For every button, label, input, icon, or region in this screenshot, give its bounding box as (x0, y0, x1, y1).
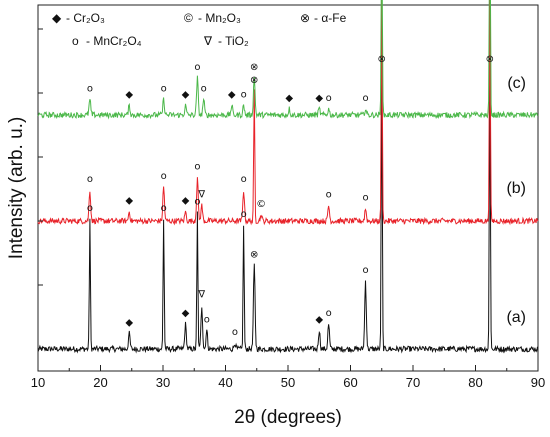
peak-mark: o (362, 193, 368, 204)
legend-circled-x-symbol: ⊗ (300, 11, 310, 25)
peak-mark: ◆ (315, 93, 323, 104)
x-tick-label: 60 (343, 375, 357, 390)
peak-mark: ◆ (228, 90, 236, 101)
series-label: (b) (506, 180, 526, 197)
peak-mark: o (161, 84, 167, 95)
peak-mark: ◆ (285, 93, 293, 104)
peak-mark: o (362, 265, 368, 276)
peak-mark: o (161, 171, 167, 182)
x-axis-title: 2θ (degrees) (234, 407, 342, 428)
legend-label: - Cr₂O₃ (66, 11, 105, 25)
peak-mark: o (241, 209, 247, 220)
series-label: (c) (507, 75, 526, 92)
peak-mark: ⊗ (250, 75, 258, 86)
x-tick-label: 70 (406, 375, 420, 390)
peak-mark: o (232, 327, 238, 338)
peak-mark: © (256, 199, 266, 210)
peak-mark: ⊗ (486, 54, 494, 65)
legend-nabla-symbol: ∇ (203, 34, 213, 48)
legend: ◆ - Cr₂O₃ © - Mn₂O₃ ⊗ - α-Fe o - MnCr₂O₄ ∇ - TiO₂ (52, 11, 347, 48)
series-label: (a) (506, 309, 526, 326)
peak-mark: o (326, 93, 332, 104)
x-tick-label: 20 (93, 375, 107, 390)
peak-mark: o (362, 93, 368, 104)
curve-labels-layer: (a) (b) (c) (506, 75, 526, 326)
peak-mark: o (161, 203, 167, 214)
peak-mark: o (204, 314, 210, 325)
peak-mark: o (326, 190, 332, 201)
x-tick-label: 50 (281, 375, 295, 390)
peak-mark: ∇ (197, 290, 205, 301)
peak-mark: ◆ (182, 308, 190, 319)
peak-mark: ∇ (197, 190, 205, 201)
peak-mark: o (87, 84, 93, 95)
peak-mark: o (194, 162, 200, 173)
y-axis-title: Intensity (arb. u.) (6, 117, 27, 260)
legend-diamond-symbol: ◆ (52, 11, 62, 25)
series-line (37, 0, 539, 226)
series-line (37, 69, 539, 354)
peak-mark: ◆ (315, 314, 323, 325)
peak-mark: o (241, 90, 247, 101)
x-tick-label: 40 (218, 375, 232, 390)
legend-circled-c-symbol: © (184, 11, 193, 25)
peak-marks-layer: o◆o◆o∇ooo⊗◆oo⊗⊗o◆o◆o∇o⊗©oo⊗⊗o◆o◆oo◆o⊗◆◆o… (87, 54, 494, 338)
plot-frame (37, 4, 539, 372)
peak-mark: o (201, 84, 207, 95)
x-ticks-layer: 10 20 30 40 50 60 70 80 90 (31, 28, 545, 390)
x-tick-label: 30 (156, 375, 170, 390)
peak-mark: o (194, 62, 200, 73)
peak-mark: ◆ (182, 90, 190, 101)
peak-mark: o (326, 308, 332, 319)
peak-mark: o (87, 174, 93, 185)
peak-mark: ◆ (125, 90, 133, 101)
legend-label: - TiO₂ (218, 34, 249, 48)
x-tick-label: 90 (531, 375, 545, 390)
peak-mark: o (87, 203, 93, 214)
peak-mark: o (241, 174, 247, 185)
peak-mark: o (194, 197, 200, 208)
peak-mark: ◆ (125, 196, 133, 207)
x-tick-label: 80 (468, 375, 482, 390)
legend-label: - α-Fe (314, 11, 347, 25)
legend-circle-symbol: o (72, 34, 79, 48)
peak-mark: ◆ (125, 318, 133, 329)
legend-label: - MnCr₂O₄ (86, 34, 142, 48)
peak-mark: ⊗ (378, 54, 386, 65)
x-tick-label: 10 (31, 375, 45, 390)
peak-mark: ⊗ (250, 62, 258, 73)
series-line (37, 0, 539, 120)
legend-label: - Mn₂O₃ (198, 11, 241, 25)
series-layer (37, 0, 539, 354)
peak-mark: ⊗ (250, 249, 258, 260)
peak-mark: ◆ (182, 196, 190, 207)
